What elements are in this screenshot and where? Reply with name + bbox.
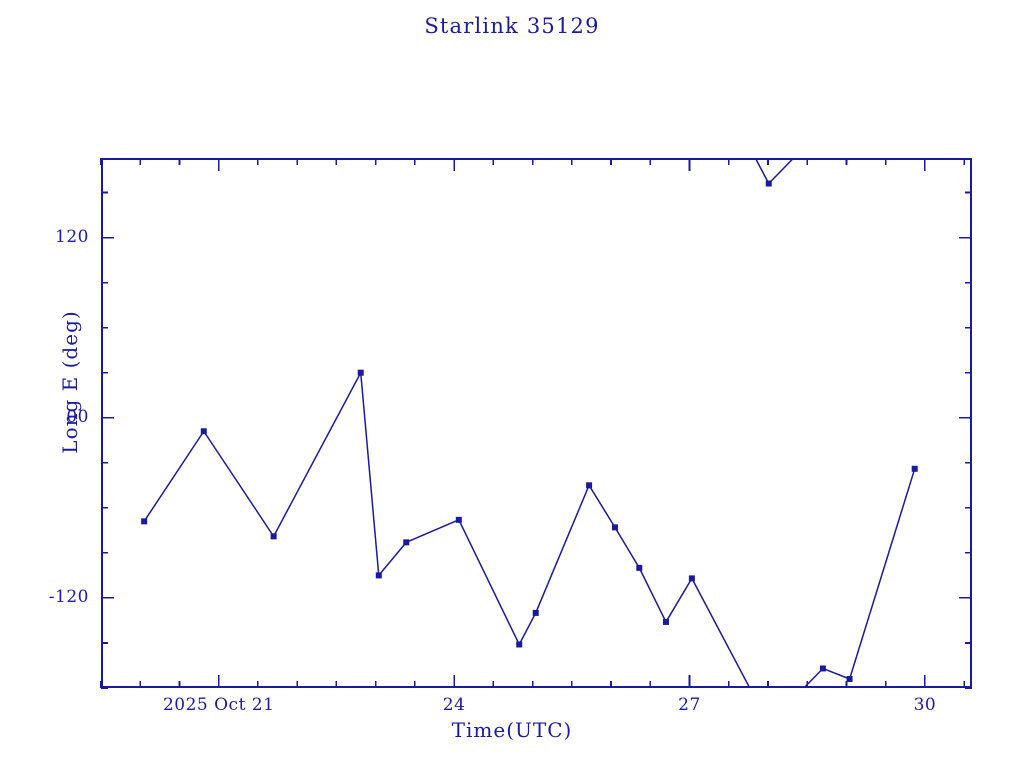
x-tick-label: 30 xyxy=(913,695,937,715)
plot-frame xyxy=(101,158,972,688)
x-tick-label: 2025 Oct 21 xyxy=(162,695,275,715)
x-tick-label: 24 xyxy=(442,695,466,715)
y-tick-label: 120 xyxy=(55,226,89,247)
y-tick-label: 00 xyxy=(66,406,89,427)
x-axis-label: Time(UTC) xyxy=(451,718,573,742)
y-tick-label: -120 xyxy=(48,586,89,607)
y-axis-label: Long E (deg) xyxy=(58,310,82,454)
x-tick-label: 27 xyxy=(678,695,701,715)
page-title: Starlink 35129 xyxy=(424,14,600,38)
